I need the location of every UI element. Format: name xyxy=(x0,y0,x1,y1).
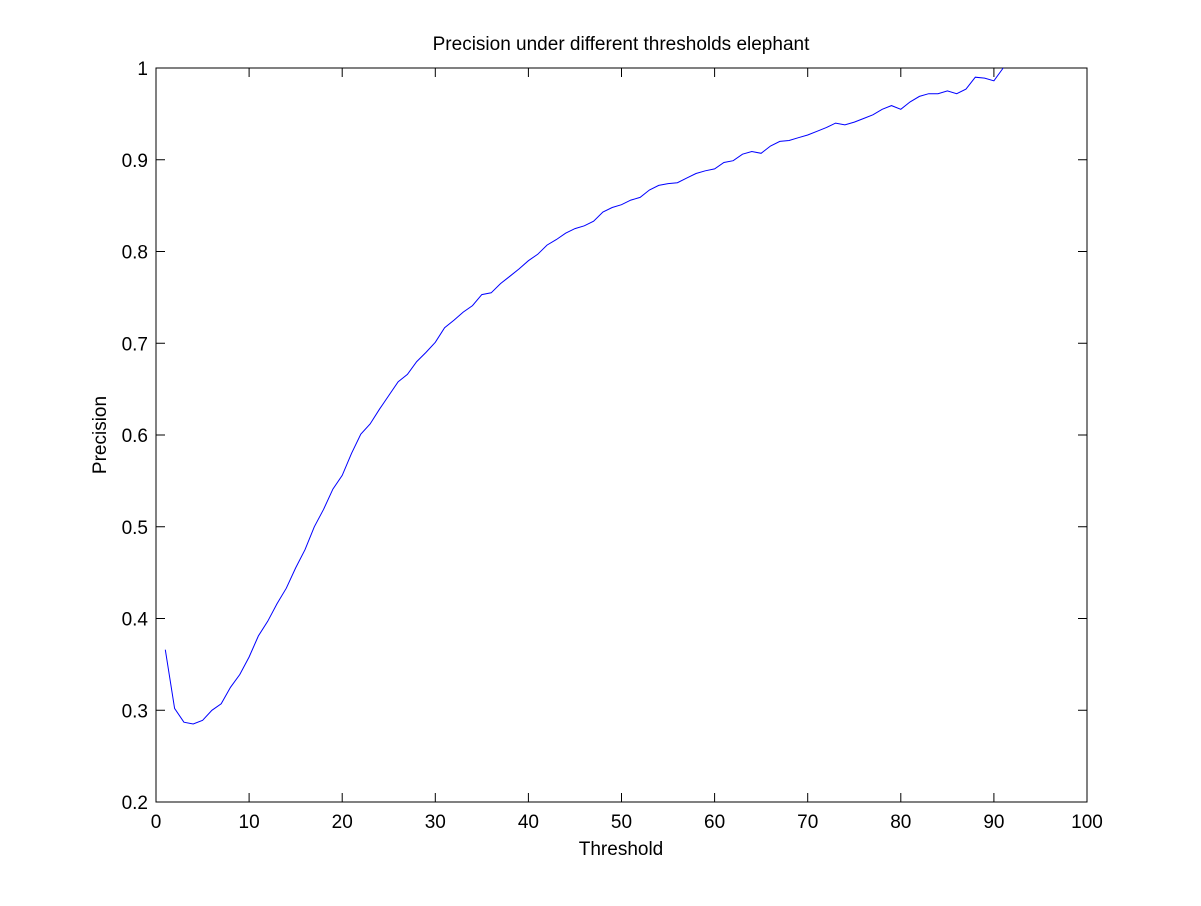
y-tick-label: 0.6 xyxy=(122,426,148,447)
y-tick-label: 0.5 xyxy=(122,518,148,539)
x-tick-label: 100 xyxy=(1071,812,1103,833)
x-tick-label: 10 xyxy=(239,812,260,833)
plot-area xyxy=(155,67,1088,803)
x-axis: 0 10 20 30 40 50 60 70 80 90 100 xyxy=(151,68,1103,833)
y-axis-title: Precision xyxy=(90,396,111,474)
x-tick-label: 0 xyxy=(151,812,162,833)
y-tick-label: 1 xyxy=(137,59,148,80)
y-tick-label: 0.2 xyxy=(122,793,148,814)
x-tick-label: 30 xyxy=(425,812,446,833)
y-tick-label: 0.3 xyxy=(122,701,148,722)
x-tick-label: 80 xyxy=(890,812,911,833)
y-tick-label: 0.8 xyxy=(122,243,148,264)
x-axis-title: Threshold xyxy=(579,839,664,860)
x-tick-label: 70 xyxy=(797,812,818,833)
y-tick-label: 0.4 xyxy=(122,610,149,631)
x-tick-label: 90 xyxy=(983,812,1004,833)
precision-series-line xyxy=(164,67,1004,725)
chart-title: Precision under different thresholds ele… xyxy=(433,34,810,55)
x-tick-label: 50 xyxy=(611,812,632,833)
x-tick-label: 40 xyxy=(518,812,539,833)
y-tick-label: 0.7 xyxy=(122,334,148,355)
x-tick-label: 20 xyxy=(332,812,353,833)
y-axis: 0.2 0.3 0.4 0.5 0.6 0.7 0.8 0.9 1 xyxy=(122,59,1087,814)
x-tick-label: 60 xyxy=(704,812,725,833)
y-tick-label: 0.9 xyxy=(122,151,148,172)
